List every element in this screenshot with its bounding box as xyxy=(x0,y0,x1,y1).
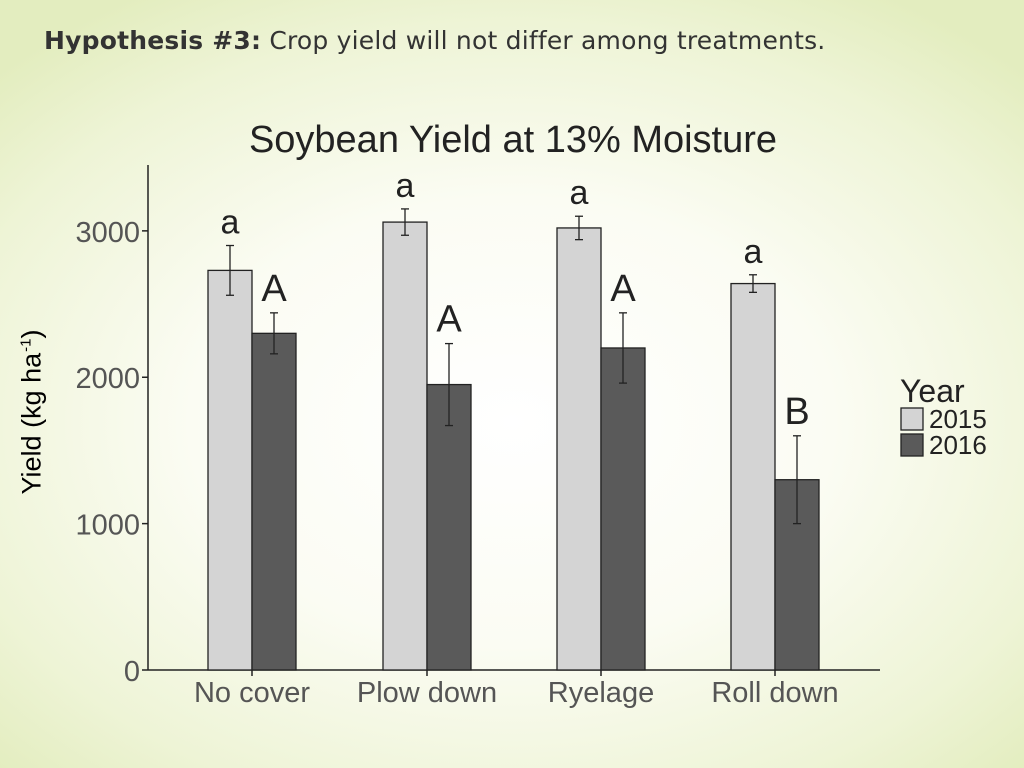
y-axis-label-text: Yield (kg ha xyxy=(16,352,47,495)
significance-letter: A xyxy=(436,299,462,341)
heading-text: Crop yield will not differ among treatme… xyxy=(261,26,826,55)
bar xyxy=(382,221,428,671)
axes: 0 1000 2000 3000 No cover Plow down Ryelage Rol… xyxy=(75,165,880,709)
bar xyxy=(251,332,297,671)
y-tick-label: 2000 xyxy=(75,363,140,395)
x-tick-label: Roll down xyxy=(711,677,838,709)
significance-letter: A xyxy=(610,268,636,310)
y-tick-label: 1000 xyxy=(75,510,140,542)
legend-swatch xyxy=(900,433,924,457)
heading-lead: Hypothesis #3: xyxy=(44,26,262,55)
slide-heading: Hypothesis #3: Crop yield will not diffe… xyxy=(44,26,825,55)
y-axis-label-superscript: -1 xyxy=(17,338,35,352)
bar xyxy=(556,227,602,671)
legend-swatch xyxy=(900,407,924,431)
y-axis-label: Yield (kg ha-1) xyxy=(17,330,48,495)
significance-letter: B xyxy=(784,391,809,433)
y-axis-label-close: ) xyxy=(16,329,47,339)
chart-title: Soybean Yield at 13% Moisture xyxy=(249,119,777,161)
bar xyxy=(426,383,472,671)
significance-letter: a xyxy=(570,174,589,212)
significance-letter: A xyxy=(261,268,287,310)
legend-title: Year xyxy=(900,373,965,409)
legend-label: 2015 xyxy=(929,404,987,434)
significance-letter: a xyxy=(221,204,240,242)
legend-label: 2016 xyxy=(929,430,987,460)
y-tick-label: 3000 xyxy=(75,217,140,249)
x-tick-label: Plow down xyxy=(357,677,497,709)
bar xyxy=(207,269,253,671)
y-tick-label: 0 xyxy=(124,656,140,688)
significance-letter: a xyxy=(744,233,763,271)
bar xyxy=(730,282,776,671)
significance-letter: a xyxy=(396,167,415,205)
x-tick-label: Ryelage xyxy=(548,677,654,709)
x-tick-label: No cover xyxy=(194,677,310,709)
bar xyxy=(600,347,646,671)
